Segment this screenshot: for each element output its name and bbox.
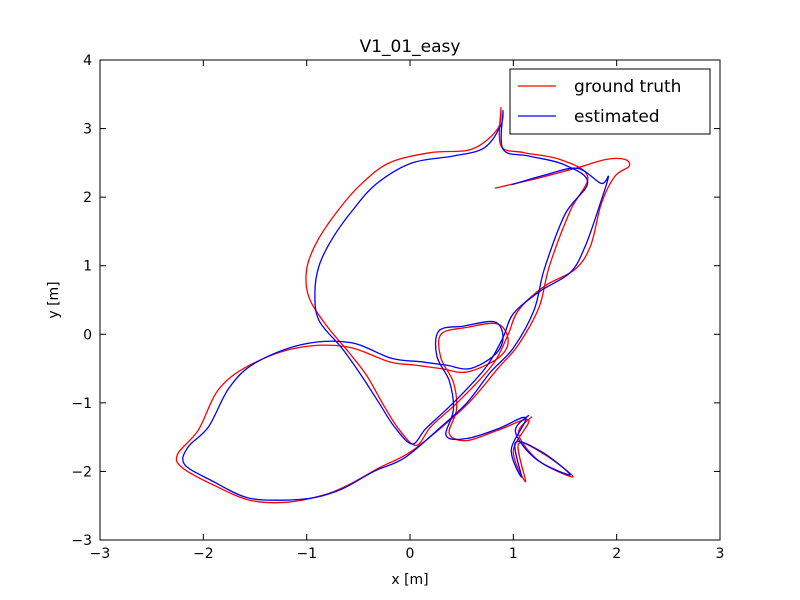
y-tick-label: −3: [71, 533, 92, 549]
y-tick-label: 1: [83, 259, 92, 275]
y-tick-label: −1: [71, 396, 92, 412]
legend-box: [509, 68, 711, 135]
x-tick-label: −2: [193, 546, 214, 562]
x-tick-label: 3: [716, 546, 725, 562]
y-tick-label: 3: [83, 122, 92, 138]
chart-title: V1_01_easy: [360, 37, 461, 57]
x-tick-label: 0: [406, 546, 415, 562]
y-tick-label: 4: [83, 53, 92, 69]
legend-label-ground-truth: ground truth: [574, 77, 681, 97]
y-axis: −3 −2 −1 0 1 2 3 4: [71, 53, 720, 549]
x-tick-label: −1: [296, 546, 317, 562]
x-axis: −3 −2 −1 0 1 2 3: [90, 60, 725, 562]
legend: ground truth estimated: [509, 68, 711, 135]
x-tick-label: 2: [612, 546, 621, 562]
y-axis-label: y [m]: [46, 281, 62, 318]
x-axis-label: x [m]: [391, 572, 428, 588]
plot-area: [175, 107, 631, 504]
y-tick-label: −2: [71, 464, 92, 480]
legend-label-estimated: estimated: [574, 107, 660, 127]
series-line-ground-truth: [175, 107, 631, 504]
x-tick-label: −3: [90, 546, 111, 562]
y-tick-label: 0: [83, 327, 92, 343]
x-tick-label: 1: [509, 546, 518, 562]
series-line-estimated: [182, 109, 610, 501]
y-tick-label: 2: [83, 190, 92, 206]
